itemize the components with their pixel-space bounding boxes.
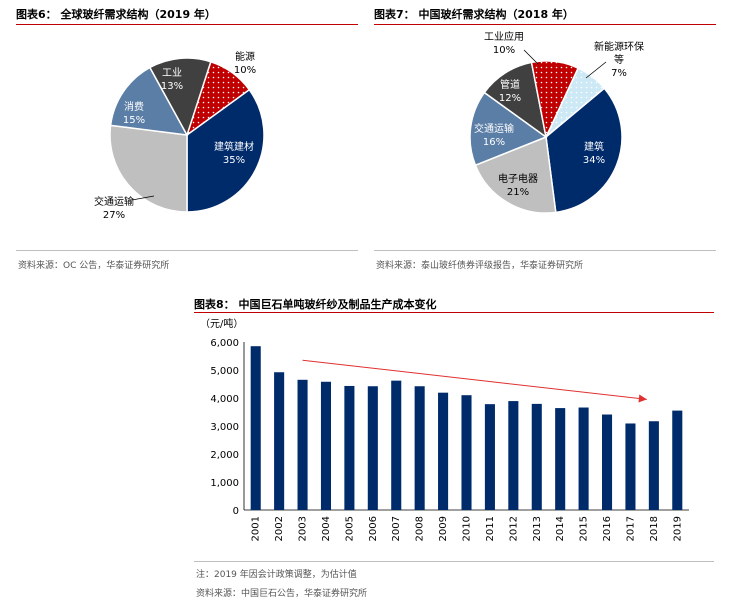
pie-category-label-0: 等 <box>614 53 624 66</box>
pie-category-label-2: 交通运输 <box>94 195 134 208</box>
pie-slice-1 <box>545 87 623 214</box>
pie-value-label-5: 10% <box>493 45 515 56</box>
x-tick-label: 2008 <box>415 516 426 541</box>
x-tick-label: 2007 <box>391 516 402 541</box>
pie-value-label-2: 27% <box>103 210 125 221</box>
x-tick-label: 2014 <box>555 516 566 541</box>
x-tick-label: 2015 <box>579 516 590 541</box>
pie-category-label-4: 工业 <box>162 67 182 79</box>
pie-slice-3 <box>109 66 189 136</box>
fig8-source: 资料来源：中国巨石公告，华泰证券研究所 <box>196 589 368 599</box>
x-tick-label: 2016 <box>602 516 613 541</box>
bar-2006 <box>367 386 378 510</box>
x-tick-label: 2005 <box>344 516 355 541</box>
bar-2001 <box>250 346 261 510</box>
pie-leader-line-5 <box>523 49 539 65</box>
pie-category-label-2: 电子电器 <box>498 172 538 185</box>
x-tick-label: 2010 <box>462 516 473 541</box>
fig7-source-rule <box>374 250 716 251</box>
y-tick-label: 3,000 <box>210 422 239 433</box>
fig7-title: 图表7： 中国玻纤需求结构（2018 年） <box>374 8 574 21</box>
bar-2017 <box>625 423 636 510</box>
y-tick-label: 0 <box>233 506 239 517</box>
pie-category-label-3: 消费 <box>124 100 144 113</box>
y-axis-unit-label: （元/吨） <box>200 317 243 330</box>
y-tick-label: 4,000 <box>210 394 239 405</box>
pie-slice-2 <box>109 124 188 213</box>
x-tick-label: 2012 <box>508 516 519 541</box>
x-tick-label: 2017 <box>625 516 636 541</box>
x-tick-label: 2002 <box>274 516 285 541</box>
pie-category-label-0: 能源 <box>235 50 255 63</box>
pie-value-label-4: 12% <box>499 93 521 104</box>
pie-value-label-2: 21% <box>507 187 529 198</box>
pie-leader-line-0 <box>585 61 607 79</box>
fig8-bar-chart: （元/吨） 0 1,000 2,000 3,000 4,000 5,000 6,000 2001… <box>200 317 689 541</box>
pie-value-label-3: 16% <box>483 137 505 148</box>
x-tick-label: 2001 <box>251 516 262 541</box>
fig8-note-rule <box>194 561 714 562</box>
trend-arrow-head <box>638 394 647 403</box>
pie-value-label-1: 34% <box>583 155 605 166</box>
bar-2002 <box>274 372 285 510</box>
pie-slice-5 <box>530 60 580 140</box>
pie-category-label-4: 管道 <box>500 78 520 91</box>
pie-slice-2 <box>474 135 557 214</box>
bar-2016 <box>601 414 613 510</box>
pie-category-label-3: 交通运输 <box>474 122 514 135</box>
y-tick-label: 1,000 <box>210 478 239 489</box>
x-tick-label: 2004 <box>321 516 332 541</box>
pie-value-label-0: 10% <box>234 65 256 76</box>
bar-2003 <box>297 379 308 510</box>
pie-category-label-1: 建筑建材 <box>214 140 254 153</box>
fig7-source: 资料来源：泰山玻纤债券评级报告，华泰证券研究所 <box>376 261 584 271</box>
fig7-title-rule <box>374 24 716 25</box>
bar-2018 <box>648 421 659 510</box>
bar-2004 <box>320 381 332 510</box>
pie-slice-1 <box>186 88 265 213</box>
bar-2014 <box>555 408 566 510</box>
pie-value-label-4: 13% <box>161 81 183 92</box>
x-tick-label: 2011 <box>485 516 496 541</box>
bar-2011 <box>484 404 495 510</box>
x-tick-label: 2003 <box>298 516 309 541</box>
bar-2010 <box>461 395 472 510</box>
pie-leader-line-2 <box>131 195 155 201</box>
fig8-note: 注：2019 年因会计政策调整，为估计值 <box>196 570 357 580</box>
bar-2013 <box>531 403 542 510</box>
pie-category-label-0: 新能源环保 <box>594 40 644 53</box>
y-tick-label: 2,000 <box>210 450 239 461</box>
pie-category-label-5: 工业应用 <box>484 30 524 43</box>
bar-2012 <box>508 401 519 510</box>
x-tick-label: 2006 <box>368 516 379 541</box>
pie-category-label-1: 建筑 <box>584 140 604 153</box>
x-tick-label: 2018 <box>649 516 660 541</box>
trend-arrow-line <box>302 359 647 400</box>
y-tick-label: 5,000 <box>210 366 239 377</box>
bar-2008 <box>414 386 425 510</box>
x-tick-label: 2013 <box>532 516 543 541</box>
bar-2007 <box>391 380 402 510</box>
fig8-title: 图表8： 中国巨石单吨玻纤纱及制品生产成本变化 <box>194 298 437 311</box>
pie-value-label-0: 7% <box>611 68 627 79</box>
bar-2005 <box>344 385 355 510</box>
fig6-title: 图表6： 全球玻纤需求结构（2019 年） <box>16 8 216 21</box>
fig8-title-rule <box>194 312 714 313</box>
x-tick-label: 2019 <box>672 516 683 541</box>
pie-value-label-1: 35% <box>223 155 245 166</box>
fig6-source-rule <box>16 250 358 251</box>
bar-2015 <box>578 407 589 510</box>
bar-2019 <box>672 410 683 510</box>
y-tick-label: 6,000 <box>210 338 239 349</box>
fig6-title-rule <box>16 24 358 25</box>
fig6-source: 资料来源：OC 公告，华泰证券研究所 <box>18 261 170 271</box>
fig6-pie-chart: 能源 10% 建筑建材 35% 交通运输 27% 消费 15% 工业 13% <box>94 50 265 221</box>
x-tick-label: 2009 <box>438 516 449 541</box>
pie-slice-3 <box>469 91 548 167</box>
pie-slice-4 <box>148 57 212 137</box>
pie-value-label-3: 15% <box>123 115 145 126</box>
bar-2009 <box>438 392 449 510</box>
